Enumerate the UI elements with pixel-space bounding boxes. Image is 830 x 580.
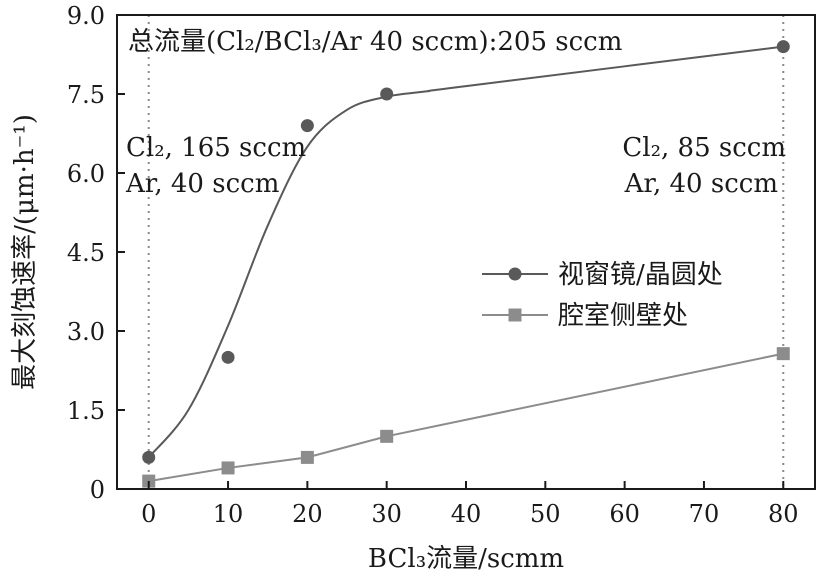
y-axis: 0 1.5 3.0 4.5 6.0 7.5 9.0	[67, 2, 125, 504]
x-tick-label: 50	[530, 500, 561, 528]
annotation-left-line-1: Cl₂, 165 sccm	[126, 133, 306, 163]
y-tick-label: 3.0	[67, 318, 105, 346]
y-tick-label: 6.0	[67, 160, 105, 188]
series-1-line	[147, 45, 784, 459]
y-tick-label: 9.0	[67, 2, 105, 30]
annotation-right-line-2: Ar, 40 sccm	[624, 169, 778, 199]
y-tick-label: 1.5	[67, 397, 105, 425]
x-axis: 0 10 20 30 40 50 60 70 80	[141, 481, 799, 528]
x-tick-label: 20	[292, 500, 323, 528]
annotation-left-line-2: Ar, 40 sccm	[125, 169, 279, 199]
series-1-point	[776, 40, 790, 54]
x-tick-label: 80	[768, 500, 799, 528]
series-2-point	[221, 461, 235, 475]
series-2-line	[148, 352, 784, 483]
legend-marker-series-2	[508, 308, 522, 322]
plot-area	[142, 15, 790, 489]
x-tick-label: 0	[141, 500, 156, 528]
series-1-point	[380, 87, 394, 101]
y-tick-label: 4.5	[67, 239, 105, 267]
x-tick-label: 70	[689, 500, 720, 528]
x-tick-label: 30	[371, 500, 402, 528]
x-axis-title: BCl₃流量/scmm	[368, 544, 564, 574]
legend-label-series-2: 腔室侧壁处	[558, 301, 688, 331]
legend-label-series-1: 视窗镜/晶圆处	[558, 260, 723, 290]
y-tick-label: 0	[90, 476, 105, 504]
x-tick-label: 10	[213, 500, 244, 528]
annotation-right-line-1: Cl₂, 85 sccm	[622, 133, 786, 163]
x-tick-label: 40	[451, 500, 482, 528]
series-1-point	[221, 350, 235, 364]
legend-marker-series-1	[508, 267, 522, 281]
y-tick-label: 7.5	[67, 81, 105, 109]
chart-title: 总流量(Cl₂/BCl₃/Ar 40 sccm):205 sccm	[128, 27, 622, 57]
series-1-point	[300, 119, 314, 133]
series-2-point	[300, 450, 314, 464]
x-tick-label: 60	[609, 500, 640, 528]
legend: 视窗镜/晶圆处 腔室侧壁处	[482, 260, 723, 331]
series-1-point	[142, 450, 156, 464]
series-2-point	[776, 347, 790, 361]
y-axis-title: 最大刻蚀速率/(μm·h⁻¹)	[10, 114, 40, 390]
series-2-point	[380, 429, 394, 443]
